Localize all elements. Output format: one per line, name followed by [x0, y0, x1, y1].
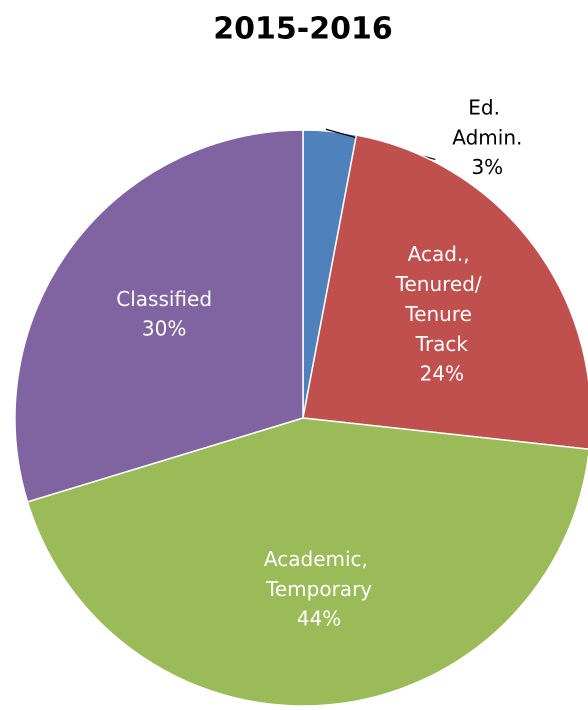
value-label: 3%	[471, 155, 503, 179]
chart-title: 2015-2016	[213, 12, 392, 47]
slice-label: Classified	[116, 287, 212, 311]
slice-label: Acad., Tenured/ Tenure Track	[395, 242, 488, 356]
value-label: 24%	[420, 362, 464, 386]
pie-slice	[302, 134, 588, 450]
slice-label: Ed. Admin.	[452, 95, 522, 149]
pie-slice	[26, 417, 588, 707]
slice-label: Academic, Temporary	[264, 547, 374, 601]
pie-slice	[14, 129, 304, 503]
value-label: 30%	[142, 317, 186, 341]
value-label: 44%	[297, 607, 341, 631]
